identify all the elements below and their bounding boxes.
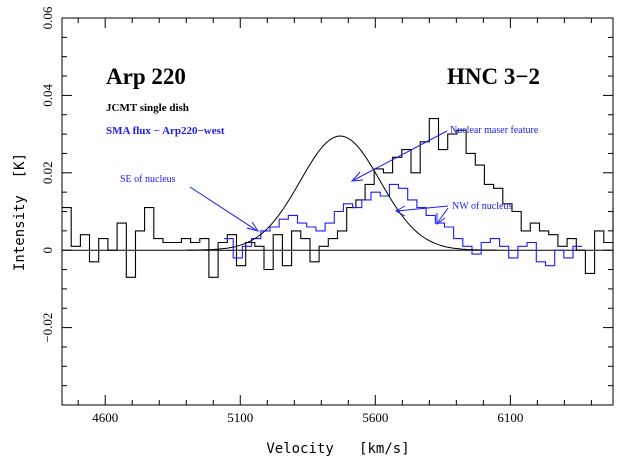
nw-arrow-1: [396, 205, 449, 212]
y-axis-label: Intensity [K]: [12, 153, 28, 271]
x-axis-label: Velocity [km/s]: [266, 441, 409, 457]
x-tick-label: 5600: [362, 410, 388, 425]
se-label: SE of nucleus: [120, 174, 176, 185]
nw-arrowhead-1: [394, 205, 406, 217]
object-label: Arp 220: [106, 64, 186, 89]
y-tick-labels: 0.06 0.04 0.02 0 −0.02: [40, 6, 55, 343]
maser-label: Nuclear maser feature: [450, 125, 539, 136]
line-label: HNC 3−2: [447, 64, 540, 89]
legend-jcmt: JCMT single dish: [106, 102, 189, 114]
se-arrow: [189, 186, 257, 231]
nw-arrowhead-2: [436, 213, 446, 225]
maser-arrow: [353, 130, 448, 181]
axis-ticks: [62, 17, 613, 406]
x-tick-label: 5100: [227, 410, 253, 425]
nw-label: NW of nucleus: [452, 201, 512, 212]
y-tick-label: −0.02: [40, 313, 55, 343]
x-tick-labels: 4600 5100 5600 6100: [92, 410, 523, 425]
y-tick-label: 0.02: [40, 161, 55, 184]
legend-sma: SMA flux − Arp220−west: [106, 125, 225, 137]
y-tick-label: 0.04: [40, 84, 55, 107]
y-tick-label: 0.06: [40, 6, 55, 29]
jcmt-spectrum-line: [62, 118, 614, 278]
nw-arrow-2: [437, 207, 449, 223]
gaussian-fit-line: [186, 135, 497, 251]
annotation-arrows: [189, 130, 449, 232]
se-arrowhead: [246, 221, 260, 232]
x-tick-label: 4600: [92, 410, 118, 425]
y-tick-label: 0: [40, 247, 55, 254]
x-tick-label: 6100: [497, 410, 523, 425]
maser-arrowhead: [350, 171, 364, 182]
sma-spectrum-line: [224, 183, 583, 267]
